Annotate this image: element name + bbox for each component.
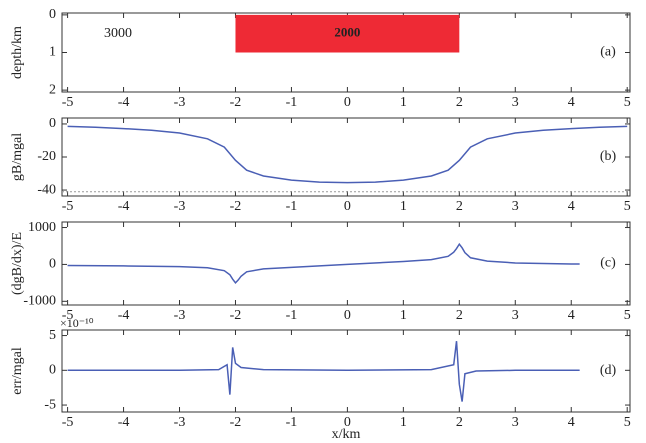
x-tick-label: 0 (344, 415, 351, 430)
x-tick-label: 3 (512, 95, 519, 110)
x-tick-label: 4 (568, 95, 575, 110)
x-tick-label: 5 (624, 308, 631, 323)
x-tick-label: 0 (344, 308, 351, 323)
x-tick-label: 2 (456, 415, 463, 430)
axis-multiplier: ×10⁻¹⁰ (60, 316, 94, 330)
y-axis-label: (dgB/dx)/E (10, 232, 25, 295)
x-tick-label: 0 (344, 95, 351, 110)
x-tick-label: 1 (400, 95, 407, 110)
x-tick-label: 2 (456, 308, 463, 323)
block (235, 14, 460, 53)
y-axis-label: err/mgal (10, 347, 25, 395)
y-tick-label: -5 (44, 397, 56, 412)
y-axis-label: depth/km (10, 26, 25, 79)
x-tick-label: -1 (286, 415, 298, 430)
x-tick-label: -3 (174, 199, 186, 214)
panel-label: (c) (600, 256, 616, 271)
x-tick-label: -4 (118, 199, 130, 214)
y-tick-label: -1000 (23, 294, 56, 309)
y-tick-label: 1 (49, 45, 56, 60)
plot-area (61, 329, 631, 413)
y-tick-label: 0 (49, 257, 56, 272)
x-tick-label: -4 (118, 308, 130, 323)
plot-area (61, 221, 631, 306)
y-tick-label: 0 (49, 116, 56, 131)
data-line (67, 341, 580, 402)
x-tick-label: 5 (624, 95, 631, 110)
x-tick-label: 3 (512, 199, 519, 214)
x-tick-label: -5 (62, 95, 74, 110)
x-tick-label: -5 (62, 199, 74, 214)
x-tick-label: -3 (174, 95, 186, 110)
data-line (67, 242, 580, 285)
x-tick-label: -1 (286, 199, 298, 214)
x-tick-label: 2 (456, 95, 463, 110)
panel-label: (a) (600, 45, 616, 60)
x-tick-label: -2 (230, 95, 242, 110)
x-tick-label: -1 (286, 308, 298, 323)
y-tick-label: 0 (49, 7, 56, 22)
y-tick-label: 5 (49, 328, 56, 343)
y-tick-label: 2 (49, 82, 56, 97)
y-axis-label: gB/mgal (10, 133, 25, 181)
x-tick-label: -5 (62, 415, 74, 430)
x-tick-label: -2 (230, 199, 242, 214)
x-tick-label: -2 (230, 308, 242, 323)
panel-label: (b) (600, 149, 617, 164)
x-tick-label: 1 (400, 415, 407, 430)
x-tick-label: -5 (62, 308, 74, 323)
x-tick-label: -1 (286, 95, 298, 110)
x-tick-label: -4 (118, 95, 130, 110)
x-tick-label: -4 (118, 415, 130, 430)
y-tick-label: 1000 (28, 220, 56, 235)
x-tick-label: -2 (230, 415, 242, 430)
block-label: 2000 (334, 25, 360, 40)
x-tick-label: 4 (568, 415, 575, 430)
background-label: 3000 (104, 26, 132, 41)
y-tick-label: -40 (37, 182, 56, 197)
y-tick-label: -20 (37, 149, 56, 164)
x-axis-label: x/km (332, 427, 361, 442)
x-tick-label: 4 (568, 308, 575, 323)
x-tick-label: 5 (624, 415, 631, 430)
x-tick-label: 3 (512, 308, 519, 323)
x-tick-label: 0 (344, 199, 351, 214)
x-tick-label: 3 (512, 415, 519, 430)
x-tick-label: 2 (456, 199, 463, 214)
x-tick-label: 4 (568, 199, 575, 214)
y-tick-label: 0 (49, 363, 56, 378)
x-tick-label: -3 (174, 415, 186, 430)
x-tick-label: 1 (400, 308, 407, 323)
data-line (67, 125, 628, 184)
x-tick-label: 5 (624, 199, 631, 214)
x-tick-label: 1 (400, 199, 407, 214)
panel-label: (d) (600, 363, 617, 378)
x-tick-label: -3 (174, 308, 186, 323)
